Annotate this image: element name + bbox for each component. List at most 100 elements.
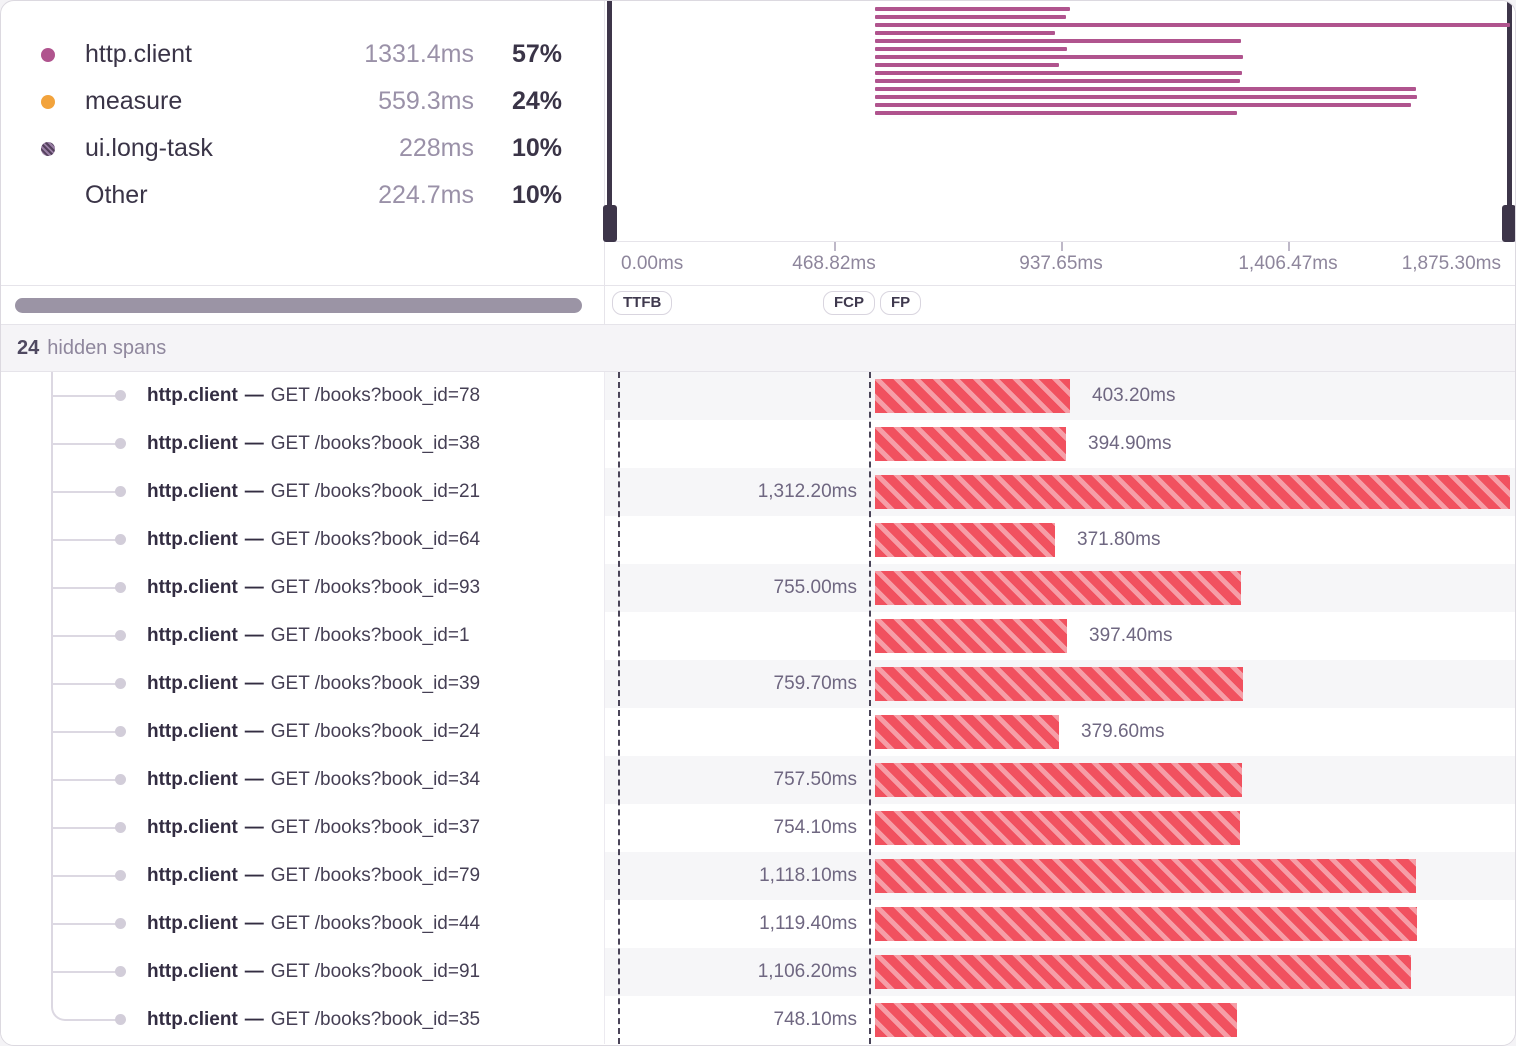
span-row-timeline-cell: 748.10ms <box>605 996 1515 1044</box>
span-title: http.client — GET /books?book_id=64 <box>147 516 480 564</box>
tree-vertical-line <box>51 708 53 756</box>
span-row[interactable]: http.client — GET /books?book_id=39 759.70m… <box>1 660 1515 708</box>
span-row[interactable]: http.client — GET /books?book_id=64 371.80m… <box>1 516 1515 564</box>
horizontal-scrollbar[interactable] <box>15 298 582 313</box>
legend-color-dot-icon <box>41 141 55 156</box>
span-row[interactable]: http.client — GET /books?book_id=93 755.00m… <box>1 564 1515 612</box>
span-separator: — <box>244 817 264 838</box>
tree-node-dot <box>115 918 126 929</box>
span-row[interactable]: http.client — GET /books?book_id=21 1,312.2… <box>1 468 1515 516</box>
tree-vertical-line <box>51 420 53 468</box>
legend-item-http-client[interactable]: http.client 1331.4ms 57% <box>41 31 562 78</box>
tree-horizontal-line <box>53 923 116 925</box>
span-separator: — <box>244 481 264 502</box>
tree-horizontal-line <box>53 779 116 781</box>
trace-minimap[interactable] <box>603 1 1515 242</box>
legend-op-percent: 57% <box>511 40 562 68</box>
minimap-span-bar <box>875 87 1416 91</box>
span-duration-bar[interactable] <box>875 907 1417 941</box>
tree-horizontal-line <box>53 395 116 397</box>
span-op: http.client <box>147 481 238 502</box>
trace-header: http.client 1331.4ms 57% measure 559.3ms 24% u… <box>1 1 1515 242</box>
tree-horizontal-line <box>53 635 116 637</box>
minimap-span-bar <box>875 47 1067 51</box>
span-duration-bar[interactable] <box>875 955 1411 989</box>
span-separator: — <box>244 529 264 550</box>
span-duration-label: 394.90ms <box>1088 433 1172 454</box>
span-row-name-cell: http.client — GET /books?book_id=24 <box>1 708 605 756</box>
span-duration-bar[interactable] <box>875 475 1510 509</box>
span-row[interactable]: http.client — GET /books?book_id=91 1,106.2… <box>1 948 1515 996</box>
tree-vertical-line <box>51 564 53 612</box>
span-row[interactable]: http.client — GET /books?book_id=78 403.20m… <box>1 372 1515 420</box>
legend-item-ui-long-task[interactable]: ui.long-task 228ms 10% <box>41 125 562 172</box>
span-row[interactable]: http.client — GET /books?book_id=37 754.10m… <box>1 804 1515 852</box>
span-duration-bar[interactable] <box>875 427 1066 461</box>
axis-tick-label: 1,875.30ms <box>1401 253 1501 274</box>
span-duration-label: 754.10ms <box>773 817 857 838</box>
span-duration-bar[interactable] <box>875 859 1416 893</box>
minimap-right-handle-line[interactable] <box>1507 1 1512 206</box>
span-duration-bar[interactable] <box>875 715 1059 749</box>
minimap-span-bar <box>875 55 1243 59</box>
measurements-row: TTFB FCP FP <box>1 286 1515 325</box>
minimap-span-bar <box>875 23 1510 27</box>
span-duration-bar[interactable] <box>875 571 1241 605</box>
tree-horizontal-line <box>53 443 116 445</box>
minimap-span-bar <box>875 103 1411 107</box>
span-duration-bar[interactable] <box>875 379 1070 413</box>
span-duration-label: 397.40ms <box>1089 625 1173 646</box>
tree-node-dot <box>115 966 126 977</box>
span-description: GET /books?book_id=91 <box>270 961 481 982</box>
legend-op-percent: 24% <box>511 87 562 115</box>
span-duration-bar[interactable] <box>875 1003 1237 1037</box>
legend-item-other[interactable]: Other 224.7ms 10% <box>41 172 562 219</box>
span-description: GET /books?book_id=38 <box>270 433 481 454</box>
span-waterfall: http.client — GET /books?book_id=78 403.20m… <box>1 372 1515 1044</box>
span-row-timeline-cell: 755.00ms <box>605 564 1515 612</box>
span-row[interactable]: http.client — GET /books?book_id=79 1,118.1… <box>1 852 1515 900</box>
span-row-timeline-cell: 1,106.20ms <box>605 948 1515 996</box>
legend-op-duration: 224.7ms <box>378 181 474 209</box>
span-row[interactable]: http.client — GET /books?book_id=38 394.90m… <box>1 420 1515 468</box>
span-op: http.client <box>147 577 238 598</box>
span-description: GET /books?book_id=21 <box>270 481 481 502</box>
legend-op-duration: 559.3ms <box>378 87 474 115</box>
legend-item-measure[interactable]: measure 559.3ms 24% <box>41 78 562 125</box>
span-title: http.client — GET /books?book_id=34 <box>147 756 480 804</box>
span-duration-bar[interactable] <box>875 667 1243 701</box>
fp-vital-badge: FP <box>880 291 922 315</box>
tree-horizontal-line <box>53 683 116 685</box>
legend-op-percent: 10% <box>511 134 562 162</box>
tree-vertical-line <box>51 804 53 852</box>
span-row-name-cell: http.client — GET /books?book_id=38 <box>1 420 605 468</box>
minimap-right-handle-grip[interactable] <box>1502 205 1515 242</box>
span-description: GET /books?book_id=78 <box>270 385 481 406</box>
minimap-left-handle-grip[interactable] <box>603 205 617 242</box>
axis-tick-label: 468.82ms <box>792 253 876 274</box>
span-row[interactable]: http.client — GET /books?book_id=44 1,119.4… <box>1 900 1515 948</box>
span-row[interactable]: http.client — GET /books?book_id=34 757.50m… <box>1 756 1515 804</box>
tree-horizontal-line <box>53 587 116 589</box>
span-duration-bar[interactable] <box>875 523 1055 557</box>
span-separator: — <box>244 913 264 934</box>
minimap-left-handle-line[interactable] <box>607 1 612 206</box>
span-duration-bar[interactable] <box>875 763 1242 797</box>
span-row[interactable]: http.client — GET /books?book_id=24 379.60m… <box>1 708 1515 756</box>
span-separator: — <box>244 673 264 694</box>
span-row[interactable]: http.client — GET /books?book_id=35 748.10m… <box>1 996 1515 1044</box>
span-row[interactable]: http.client — GET /books?book_id=1 397.40ms <box>1 612 1515 660</box>
span-op: http.client <box>147 1009 238 1030</box>
span-separator: — <box>244 1009 264 1030</box>
span-description: GET /books?book_id=79 <box>270 865 481 886</box>
span-row-timeline-cell: 1,312.20ms <box>605 468 1515 516</box>
hidden-spans-row[interactable]: 24 hidden spans <box>1 325 1515 372</box>
legend-op-name: Other <box>85 181 148 209</box>
axis-tick-mark <box>1288 242 1290 251</box>
time-axis: 0.00ms 468.82ms 937.65ms 1,406.47ms 1,875.30… <box>605 242 1515 285</box>
span-duration-bar[interactable] <box>875 811 1240 845</box>
tree-node-dot <box>115 438 126 449</box>
span-duration-bar[interactable] <box>875 619 1067 653</box>
span-row-name-cell: http.client — GET /books?book_id=21 <box>1 468 605 516</box>
span-title: http.client — GET /books?book_id=24 <box>147 708 480 756</box>
